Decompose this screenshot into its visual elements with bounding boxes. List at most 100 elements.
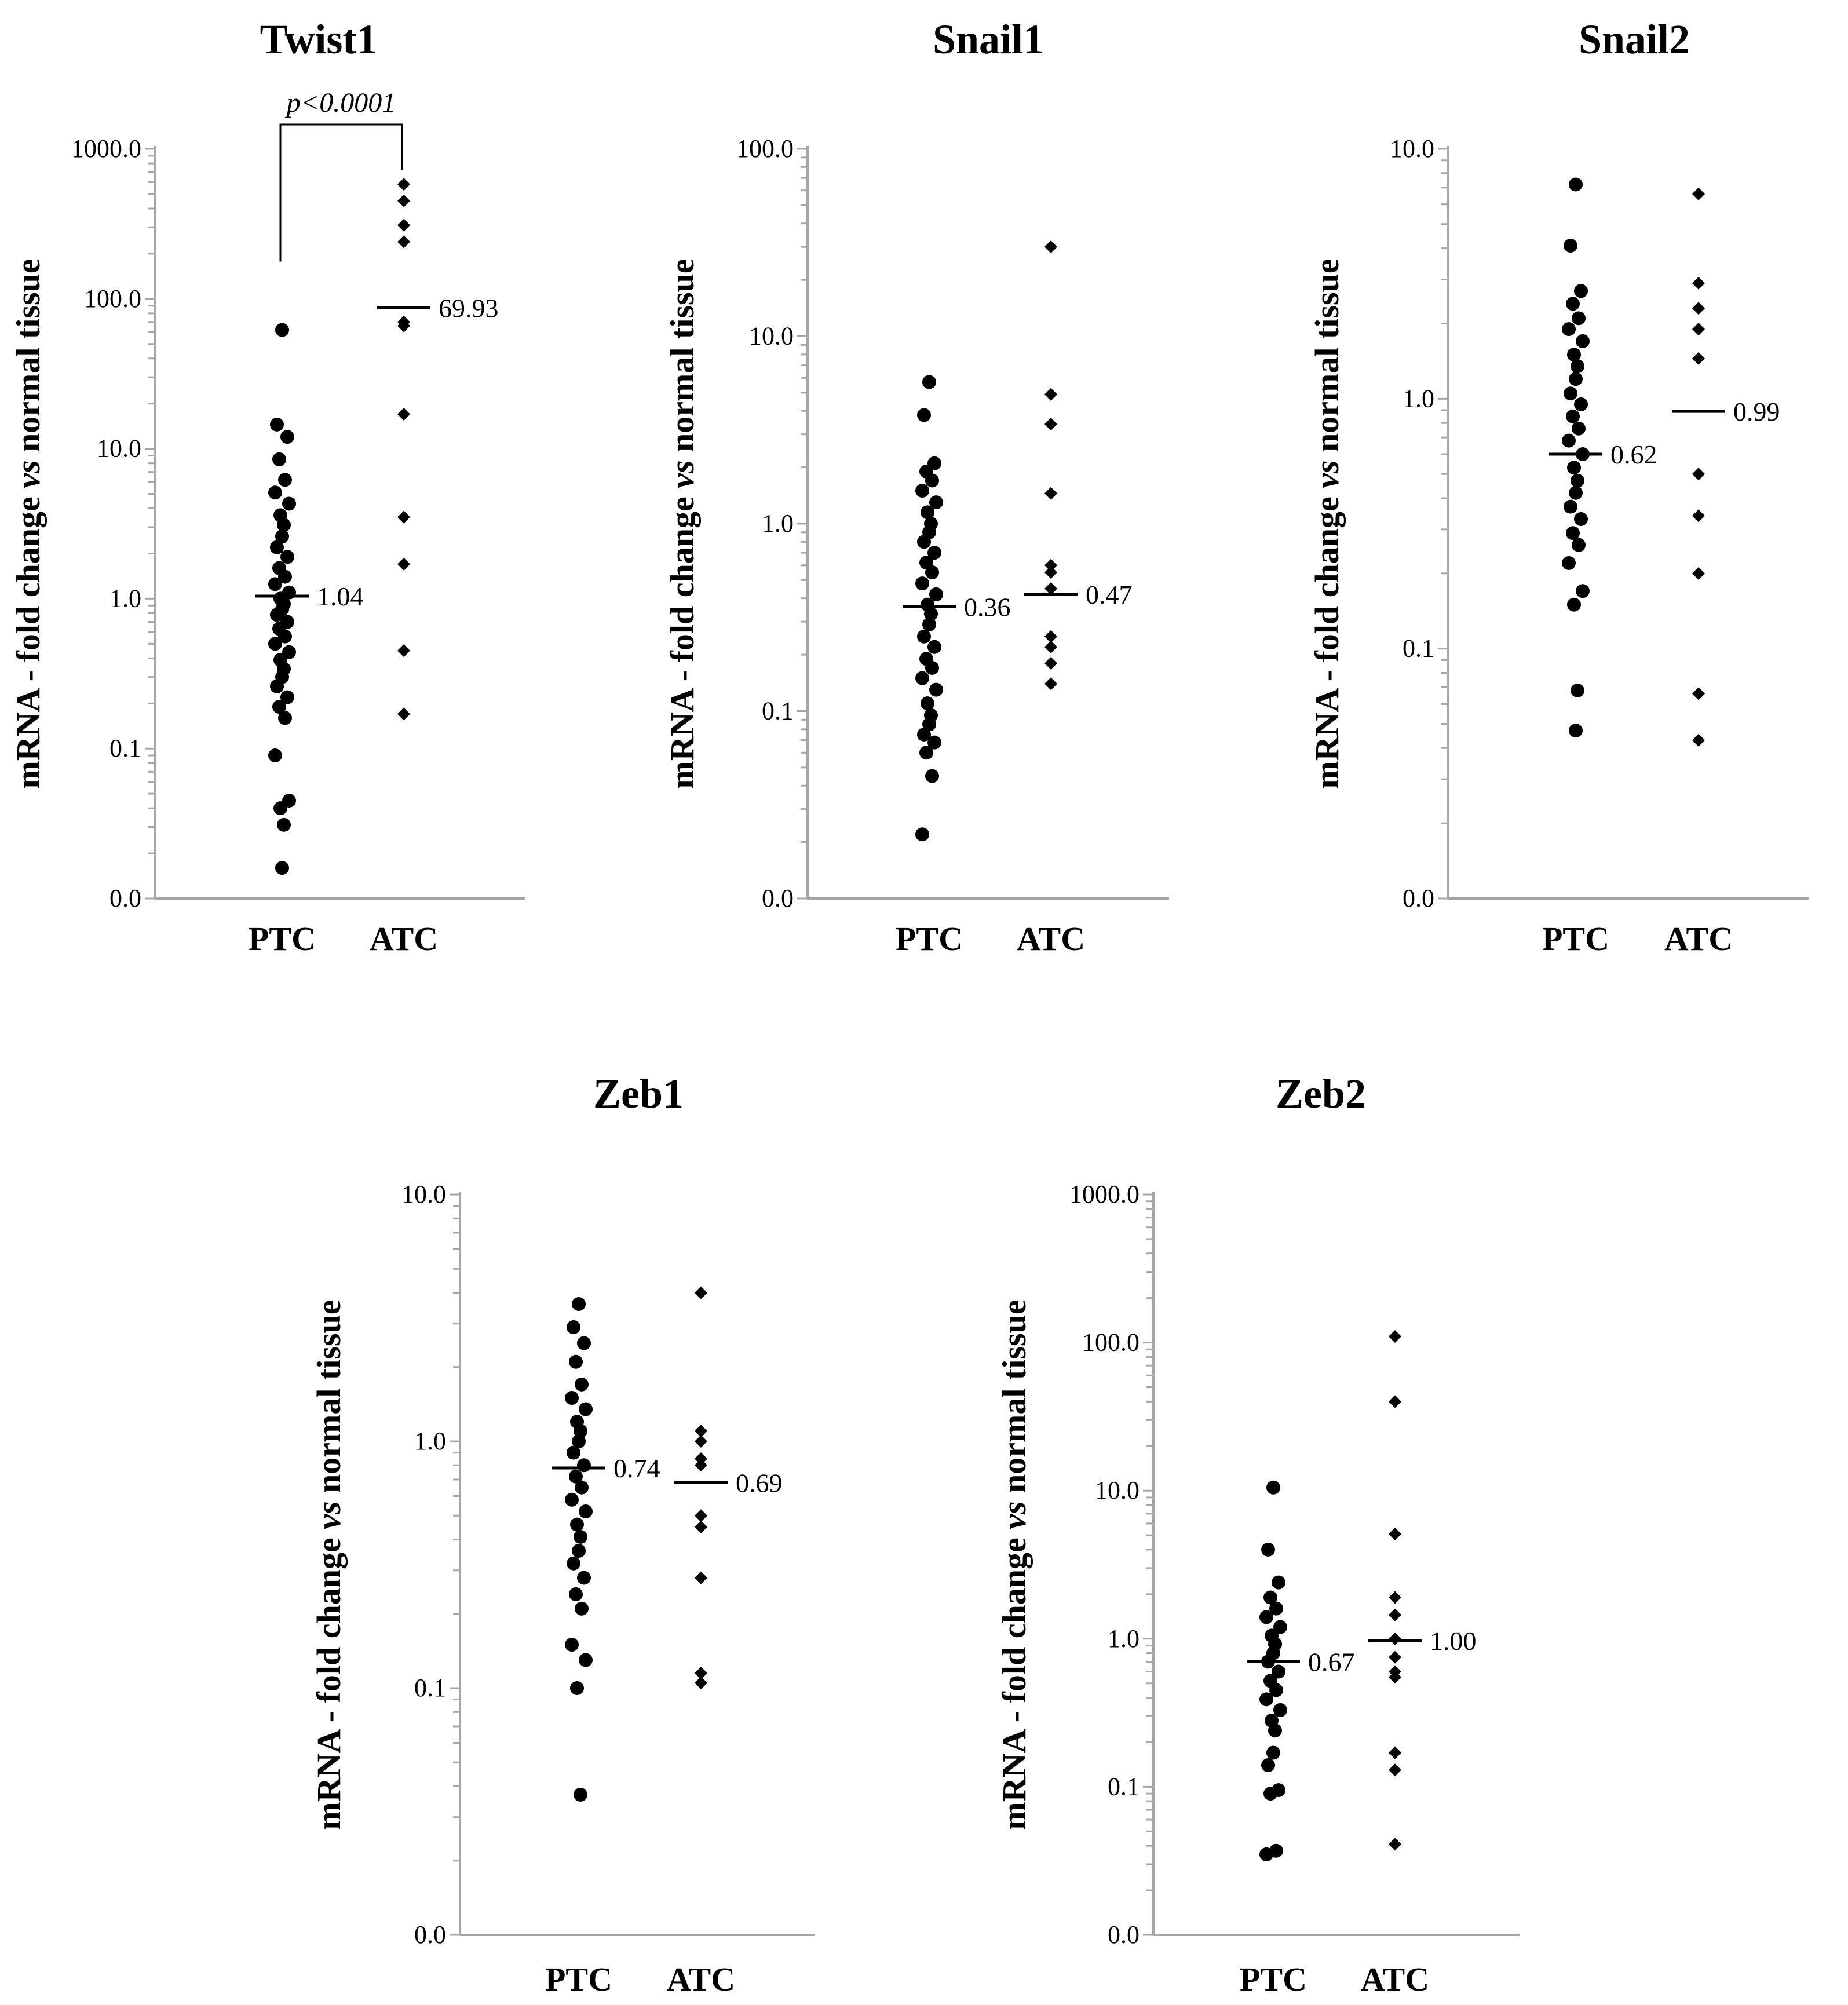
data-point-atc — [1389, 1763, 1401, 1777]
median-label-ptc: 1.04 — [317, 582, 364, 611]
data-point-ptc — [1261, 1758, 1275, 1773]
chart-panel-snail1: Snail1 mRNA - fold change vs normal tissu… — [663, 16, 1169, 958]
data-point-ptc — [280, 550, 294, 564]
data-point-ptc — [917, 408, 931, 422]
x-tick-label-atc: ATC — [1017, 920, 1085, 958]
data-point-ptc — [574, 1787, 587, 1802]
data-point-ptc — [1569, 724, 1583, 738]
chart-panel-zeb1: Zeb1 mRNA - fold change vs normal tissue 0… — [310, 1071, 815, 1998]
data-point-ptc — [577, 1458, 591, 1473]
data-point-atc — [397, 407, 410, 421]
data-point-ptc — [1273, 1703, 1287, 1717]
data-point-ptc — [574, 1529, 587, 1544]
y-axis-label-part: mRNA - fold change — [310, 1529, 348, 1830]
data-point-atc — [1389, 1395, 1401, 1408]
data-point-ptc — [929, 495, 943, 510]
data-point-ptc — [278, 473, 292, 487]
x-tick-label-ptc: PTC — [1240, 1960, 1307, 1998]
data-point-atc — [1692, 187, 1705, 200]
data-point-ptc — [1259, 1847, 1273, 1861]
data-point-ptc — [924, 607, 938, 621]
data-point-ptc — [275, 861, 289, 875]
x-tick-label-atc: ATC — [1664, 920, 1733, 958]
data-point-ptc — [1272, 1575, 1285, 1590]
p-value-annotation: p<0.0001 — [285, 87, 396, 118]
chart-title: Twist1 — [260, 16, 378, 63]
y-tick-label: 100.0 — [1082, 1328, 1140, 1357]
data-point-ptc — [579, 1653, 593, 1667]
x-tick-label-atc: ATC — [370, 920, 438, 958]
data-point-ptc — [569, 1587, 583, 1602]
data-point-atc — [695, 1676, 707, 1689]
chart-title: Snail1 — [933, 16, 1044, 63]
y-tick-label: 100.0 — [736, 134, 794, 163]
data-point-ptc — [565, 1637, 579, 1652]
series-ptc: 0.36 — [903, 375, 1011, 842]
data-point-ptc — [1566, 297, 1580, 311]
y-tick-label: 0.1 — [1108, 1772, 1140, 1801]
data-point-ptc — [273, 801, 287, 816]
y-axis-label: mRNA - fold change vs normal tissue — [663, 258, 701, 788]
data-point-ptc — [917, 727, 931, 742]
x-tick-label-ptc: PTC — [545, 1960, 612, 1998]
y-tick-label: 1000.0 — [71, 134, 141, 163]
y-tick-label: 10.0 — [1390, 134, 1434, 163]
data-point-ptc — [917, 535, 931, 549]
data-point-atc — [1389, 1527, 1401, 1540]
data-point-ptc — [1263, 1787, 1277, 1801]
data-point-atc — [1692, 323, 1705, 336]
data-point-ptc — [575, 1377, 589, 1392]
y-tick-label: 1.0 — [1108, 1624, 1140, 1653]
data-point-ptc — [275, 529, 289, 544]
data-point-ptc — [927, 640, 941, 654]
y-axis-label-part: mRNA - fold change — [995, 1529, 1033, 1830]
x-tick-label-atc: ATC — [667, 1960, 735, 1998]
data-point-ptc — [1572, 421, 1586, 436]
data-point-atc — [397, 707, 410, 721]
y-axis-label-part: mRNA - fold change — [663, 488, 701, 789]
data-point-ptc — [270, 417, 284, 432]
data-point-ptc — [917, 629, 931, 644]
data-point-ptc — [915, 484, 929, 498]
data-point-ptc — [915, 827, 929, 842]
data-point-ptc — [1268, 1723, 1282, 1738]
data-point-atc — [1389, 1330, 1401, 1343]
data-point-ptc — [1569, 372, 1583, 386]
data-point-ptc — [268, 485, 282, 500]
data-point-ptc — [1562, 556, 1576, 570]
median-label-atc: 0.69 — [736, 1468, 783, 1498]
data-point-atc — [1044, 388, 1057, 401]
series-atc: 69.93 — [377, 178, 499, 721]
data-point-ptc — [1259, 1610, 1273, 1624]
y-axis-label: mRNA - fold change vs normal tissue — [995, 1299, 1033, 1829]
data-point-ptc — [925, 565, 939, 579]
data-point-ptc — [1576, 584, 1590, 598]
data-point-atc — [1044, 656, 1057, 670]
data-point-ptc — [1576, 334, 1590, 348]
y-tick-label: 0.1 — [414, 1674, 446, 1702]
series-atc: 0.69 — [674, 1286, 783, 1689]
y-tick-label: 0.1 — [762, 697, 794, 725]
y-tick-label: 10.0 — [1095, 1476, 1140, 1504]
significance-bracket — [279, 123, 403, 262]
data-point-atc — [1692, 733, 1705, 747]
data-point-ptc — [1259, 1692, 1273, 1707]
median-label-atc: 0.47 — [1086, 580, 1133, 609]
data-point-ptc — [567, 1445, 580, 1460]
data-point-ptc — [1564, 239, 1577, 253]
data-point-ptc — [1564, 386, 1577, 401]
median-label-ptc: 0.67 — [1308, 1647, 1355, 1677]
data-point-atc — [695, 1425, 707, 1438]
x-tick-label-ptc: PTC — [249, 920, 316, 958]
data-point-ptc — [277, 518, 291, 532]
y-axis-label-part: vs — [663, 460, 701, 488]
chart-title: Snail2 — [1579, 16, 1690, 63]
data-point-ptc — [579, 1504, 593, 1518]
data-point-ptc — [1566, 409, 1580, 423]
data-point-ptc — [282, 496, 296, 511]
data-point-ptc — [277, 817, 291, 832]
data-point-ptc — [919, 746, 933, 760]
data-point-ptc — [929, 587, 943, 601]
chart-panel-snail2: Snail2 mRNA - fold change vs normal tissu… — [1308, 16, 1809, 958]
chart-title: Zeb2 — [1276, 1071, 1366, 1117]
